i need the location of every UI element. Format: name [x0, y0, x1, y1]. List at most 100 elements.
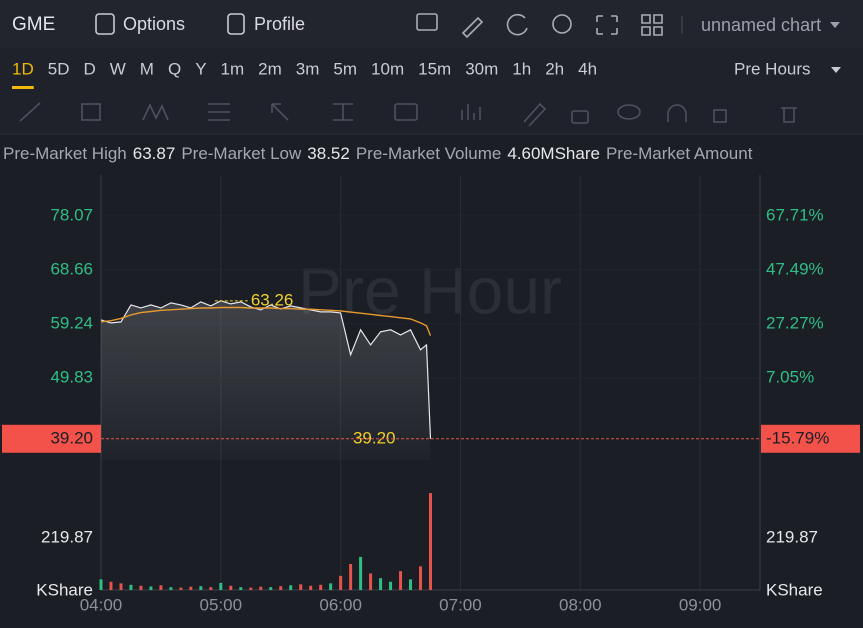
volume-bar: [159, 585, 163, 590]
visibility-tool[interactable]: [617, 104, 641, 120]
volume-bar: [389, 581, 393, 590]
profile-icon[interactable]: [227, 13, 245, 35]
drawing-tools: [19, 102, 797, 127]
x-tick-label: 06:00: [319, 595, 362, 614]
timeframe-button[interactable]: 10m: [371, 59, 404, 78]
profile-button[interactable]: Profile: [254, 14, 305, 34]
volume-bar: [409, 579, 413, 590]
timeframe-bar: [0, 48, 863, 94]
timeframe-button[interactable]: D: [83, 59, 95, 78]
price-line: [100, 300, 432, 439]
brush-tool[interactable]: [523, 102, 547, 127]
pattern-tool[interactable]: [142, 103, 169, 121]
fib-tool[interactable]: [208, 103, 230, 121]
drawing-toolbar: [0, 94, 863, 134]
low-label: 39.20: [353, 428, 396, 447]
volume-bar: [419, 566, 423, 590]
timeframe-button[interactable]: 2m: [258, 59, 282, 78]
stat-value: 4.60MShare: [507, 144, 600, 163]
last-change-box: [761, 424, 860, 453]
settings-icon[interactable]: [552, 14, 572, 34]
refresh-icon[interactable]: [506, 13, 528, 36]
timeframe-button[interactable]: 1h: [512, 59, 531, 78]
line-tool[interactable]: [19, 102, 41, 122]
timeframe-button[interactable]: 1m: [221, 59, 245, 78]
layers-tool[interactable]: [713, 109, 727, 123]
y2-tick-label: 27.27%: [766, 313, 824, 332]
top-bar: [0, 0, 863, 48]
y-tick-label: 68.66: [50, 259, 93, 278]
x-tick-label: 05:00: [200, 595, 243, 614]
y2-tick-label: 219.87: [766, 528, 818, 547]
indicator-icon[interactable]: [416, 13, 438, 31]
timeframe-button[interactable]: 30m: [465, 59, 498, 78]
volume-bar: [289, 585, 293, 590]
volume-bar: [189, 586, 193, 590]
symbol[interactable]: GME: [12, 14, 55, 35]
chart-name[interactable]: unnamed chart: [701, 15, 821, 35]
measure-tool[interactable]: [333, 103, 353, 121]
volume-bar: [309, 585, 313, 590]
rect-tool[interactable]: [81, 103, 101, 121]
timeframe-button[interactable]: Q: [168, 59, 181, 78]
timeframe-button[interactable]: 5D: [48, 59, 70, 78]
volume-bar: [219, 582, 223, 590]
volume-bar: [229, 585, 233, 590]
stat-value: 38.52: [307, 144, 350, 163]
timeframe-button[interactable]: 4h: [578, 59, 597, 78]
options-icon[interactable]: [95, 13, 115, 35]
timeframe-button[interactable]: 1D: [12, 59, 34, 78]
volume-bar: [199, 586, 203, 590]
last-change-label: -15.79%: [766, 428, 829, 447]
magnet-tool[interactable]: [667, 104, 687, 122]
lock-tool[interactable]: [571, 110, 589, 124]
timeframe-button[interactable]: 3m: [296, 59, 320, 78]
draw-icon[interactable]: [461, 16, 484, 39]
y2-tick-label: 67.71%: [766, 205, 824, 224]
text-tool[interactable]: [394, 103, 418, 121]
volume-bar: [299, 584, 303, 590]
timeframe-button[interactable]: 5m: [333, 59, 357, 78]
high-label: 63.26: [251, 290, 294, 309]
ruler-tool[interactable]: [461, 104, 481, 120]
volume-bar: [169, 587, 173, 590]
volume-bar: [239, 587, 243, 590]
unit-label: KShare: [36, 580, 93, 599]
stat-label: Pre-Market High: [3, 144, 127, 163]
volume-bar: [129, 584, 133, 590]
y-tick-label: 49.83: [50, 367, 93, 386]
chart: Pre Hour 04:00 05:00 06:00 07:00 08:00 09:00 78…: [2, 175, 860, 614]
volume-bar: [359, 556, 363, 590]
timeframes: 1D 5D D W M Q Y 1m 2m 3m 5m 10m 15m 30m 1h 2h 4h: [12, 59, 597, 89]
x-tick-label: 09:00: [679, 595, 722, 614]
dropdown-arrow[interactable]: [831, 67, 841, 73]
price-area: [101, 300, 431, 460]
y-tick-label: 78.07: [50, 205, 93, 224]
volume-bar: [109, 581, 113, 590]
volume-bar: [319, 584, 323, 590]
volume-bar: [119, 583, 123, 590]
arrow-tool[interactable]: [271, 103, 289, 121]
dropdown-arrow[interactable]: [830, 22, 840, 28]
timeframe-button[interactable]: W: [110, 59, 126, 78]
layout-icon[interactable]: [641, 14, 663, 36]
top-icons: [416, 13, 663, 39]
timeframe-button[interactable]: M: [140, 59, 154, 78]
y-tick-label: 219.87: [41, 528, 93, 547]
volume-bar: [269, 587, 273, 590]
active-underline: [12, 86, 34, 89]
volume-bar: [99, 579, 103, 590]
timeframe-button[interactable]: Y: [195, 59, 206, 78]
options-button[interactable]: Options: [123, 14, 185, 34]
session-selector[interactable]: Pre Hours: [734, 59, 811, 78]
fullscreen-icon[interactable]: [596, 15, 618, 35]
y2-tick-label: 47.49%: [766, 259, 824, 278]
timeframe-button[interactable]: 2h: [545, 59, 564, 78]
stat-label: Pre-Market Low: [181, 144, 302, 163]
volume-bar: [139, 585, 143, 590]
timeframe-button[interactable]: 15m: [418, 59, 451, 78]
delete-tool[interactable]: [781, 107, 797, 123]
unit-label: KShare: [766, 580, 823, 599]
stat-label: Pre-Market Volume: [356, 144, 502, 163]
